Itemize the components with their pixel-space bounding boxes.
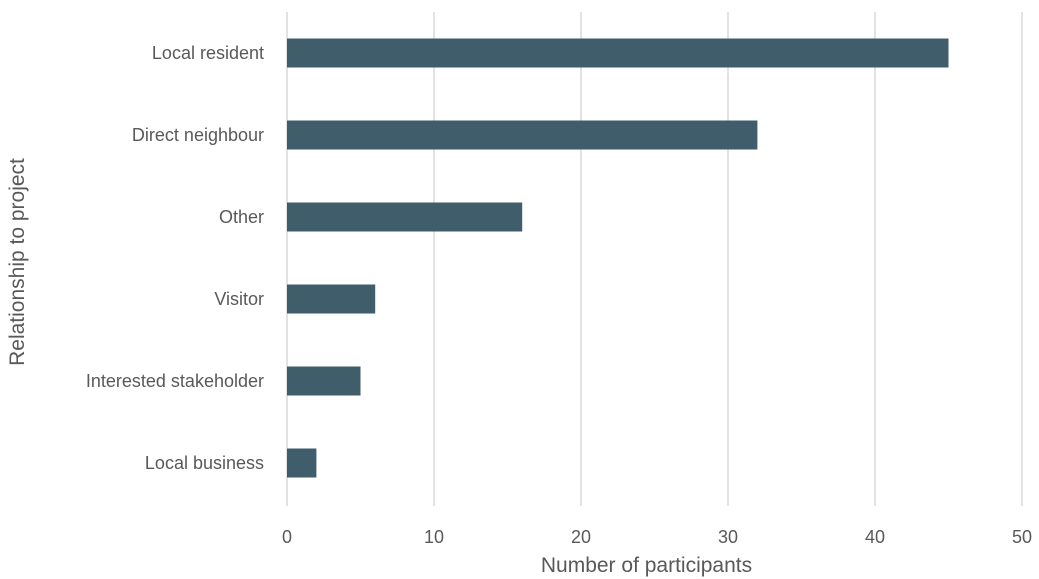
x-tick-label: 50 [1012,527,1032,547]
gridlines [286,12,1023,506]
y-tick-label: Local business [145,453,264,473]
y-tick-label: Direct neighbour [132,125,264,145]
y-tick-label: Local resident [152,43,264,63]
x-tick-label: 10 [424,527,444,547]
y-tick-label: Other [219,207,264,227]
bar-visitor [287,284,376,314]
y-tick-label: Interested stakeholder [86,371,264,391]
y-tick-labels: Local resident Direct neighbour Other Visit… [86,43,264,473]
bar-other [287,202,523,232]
x-tick-label: 20 [571,527,591,547]
bar-direct-neighbour [287,120,758,150]
y-axis-title: Relationship to project [6,158,29,366]
x-tick-label: 0 [282,527,292,547]
y-tick-label: Visitor [214,289,264,309]
x-tick-label: 40 [865,527,885,547]
x-axis-title: Number of participants [541,554,752,577]
bar-local-resident [287,38,949,68]
bar-local-business [287,448,317,478]
x-tick-label: 30 [718,527,738,547]
x-tick-labels: 0 10 20 30 40 50 [282,527,1032,547]
bar-interested-stakeholder [287,366,361,396]
bars [287,38,949,478]
